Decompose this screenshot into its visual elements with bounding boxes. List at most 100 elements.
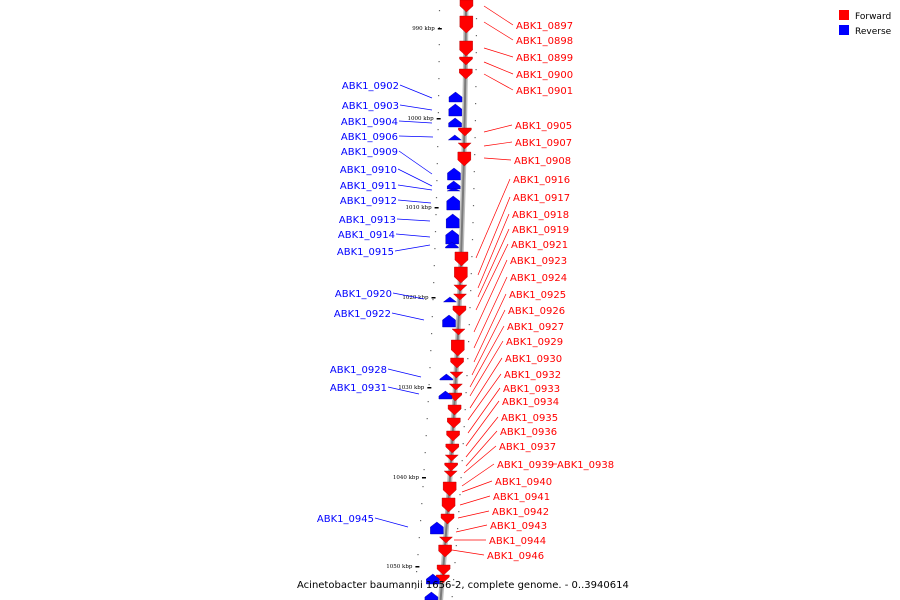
forward-gene-feature bbox=[457, 151, 472, 167]
forward-gene-label: ABK1_0930 bbox=[505, 354, 562, 365]
axis-dot bbox=[467, 358, 469, 360]
forward-gene-label: ABK1_0926 bbox=[508, 306, 565, 317]
reverse-gene-label: ABK1_0914 bbox=[338, 230, 395, 241]
reverse-gene-label: ABK1_0915 bbox=[337, 247, 394, 258]
leader-line bbox=[465, 430, 498, 467]
forward-gene-label: ABK1_0916 bbox=[513, 175, 570, 186]
forward-gene-feature bbox=[452, 305, 467, 317]
forward-gene-label: ABK1_0899 bbox=[516, 53, 573, 64]
axis-dot bbox=[463, 426, 465, 428]
axis-dot bbox=[425, 435, 427, 437]
axis-dot bbox=[438, 95, 440, 97]
reverse-gene-feature bbox=[447, 134, 462, 141]
forward-gene-feature bbox=[442, 481, 457, 497]
reverse-gene-feature bbox=[446, 195, 460, 211]
leader-line bbox=[483, 73, 514, 91]
reverse-gene-label: ABK1_0904 bbox=[341, 117, 398, 128]
leader-line bbox=[392, 292, 425, 300]
reverse-gene-label: ABK1_0902 bbox=[342, 81, 399, 92]
axis-dot bbox=[458, 511, 460, 513]
forward-gene-label: ABK1_0942 bbox=[492, 507, 549, 518]
reverse-gene-feature bbox=[430, 521, 444, 535]
leader-line bbox=[467, 387, 501, 434]
forward-gene-feature bbox=[451, 328, 466, 336]
leader-line bbox=[483, 5, 514, 26]
reverse-gene-feature bbox=[448, 91, 463, 103]
leader-line bbox=[398, 120, 433, 124]
forward-gene-feature bbox=[438, 536, 453, 544]
leader-line bbox=[473, 259, 508, 333]
axis-dot bbox=[421, 503, 423, 505]
axis-dot bbox=[473, 188, 475, 190]
reverse-gene-label: ABK1_0922 bbox=[334, 309, 391, 320]
forward-gene-label: ABK1_0925 bbox=[509, 290, 566, 301]
legend-label: Forward bbox=[855, 12, 891, 22]
reverse-gene-label: ABK1_0903 bbox=[342, 101, 399, 112]
axis-dot bbox=[455, 545, 457, 547]
tick-label: 1050 kbp bbox=[386, 564, 413, 570]
axis-dot bbox=[471, 256, 473, 258]
reverse-gene-label: ABK1_0909 bbox=[341, 147, 398, 158]
leader-line bbox=[467, 373, 502, 421]
axis-dot bbox=[475, 69, 477, 71]
axis-dot bbox=[423, 469, 425, 471]
leader-line bbox=[395, 233, 431, 238]
forward-gene-label: ABK1_0932 bbox=[504, 370, 561, 381]
reverse-gene-feature bbox=[424, 591, 439, 600]
forward-gene-label: ABK1_0924 bbox=[510, 273, 567, 284]
leader-line bbox=[475, 178, 511, 259]
reverse-gene-label: ABK1_0920 bbox=[335, 289, 392, 300]
forward-gene-feature bbox=[446, 430, 460, 442]
leader-line bbox=[469, 340, 504, 397]
forward-gene-label: ABK1_0940 bbox=[495, 477, 552, 488]
axis-dot bbox=[470, 273, 472, 275]
axis-dot bbox=[431, 316, 433, 318]
axis-dot bbox=[474, 137, 476, 139]
legend-label: Reverse bbox=[855, 27, 892, 37]
axis-dot bbox=[427, 401, 429, 403]
leader-line bbox=[398, 135, 434, 138]
leader-line bbox=[465, 400, 500, 447]
reverse-gene-feature bbox=[446, 187, 461, 192]
tick-mark bbox=[436, 118, 441, 120]
axis-dot bbox=[468, 324, 470, 326]
leader-line bbox=[374, 517, 409, 528]
reverse-gene-feature bbox=[426, 573, 440, 585]
axis-dot bbox=[433, 282, 435, 284]
axis-dot bbox=[428, 384, 430, 386]
leader-line bbox=[463, 445, 497, 474]
axis-dot bbox=[472, 222, 474, 224]
legend-swatch bbox=[839, 25, 849, 35]
leader-line bbox=[461, 463, 495, 487]
leader-line bbox=[469, 357, 503, 409]
axis-dot bbox=[436, 163, 438, 165]
axis-dot bbox=[466, 375, 468, 377]
leader-line bbox=[391, 312, 425, 321]
forward-gene-label: ABK1_0918 bbox=[512, 210, 569, 221]
axis-dot bbox=[438, 10, 441, 12]
tick-label: 1010 kbp bbox=[405, 205, 432, 211]
reverse-gene-label: ABK1_0928 bbox=[330, 365, 387, 376]
forward-gene-label: ABK1_0917 bbox=[513, 193, 570, 204]
axis-dot bbox=[418, 537, 420, 539]
axis-dot bbox=[468, 341, 470, 343]
forward-gene-label: ABK1_0927 bbox=[507, 322, 564, 333]
tick-mark bbox=[421, 477, 426, 479]
forward-gene-feature bbox=[449, 371, 464, 379]
axis-dot bbox=[461, 460, 463, 462]
leader-line bbox=[469, 325, 505, 388]
axis-dot bbox=[435, 197, 438, 199]
forward-gene-label: ABK1_0900 bbox=[516, 70, 573, 81]
forward-gene-label: ABK1_0919 bbox=[512, 225, 569, 236]
axis-dot bbox=[465, 392, 467, 394]
forward-gene-label: ABK1_0898 bbox=[516, 36, 573, 47]
axis-dot bbox=[475, 86, 477, 88]
leader-line bbox=[483, 21, 514, 41]
reverse-gene-feature bbox=[442, 296, 458, 303]
reverse-gene-feature bbox=[439, 373, 454, 381]
leader-line bbox=[397, 199, 432, 204]
axis-dot bbox=[459, 494, 461, 496]
axis-dot bbox=[454, 562, 456, 564]
axis-dot bbox=[433, 265, 435, 267]
